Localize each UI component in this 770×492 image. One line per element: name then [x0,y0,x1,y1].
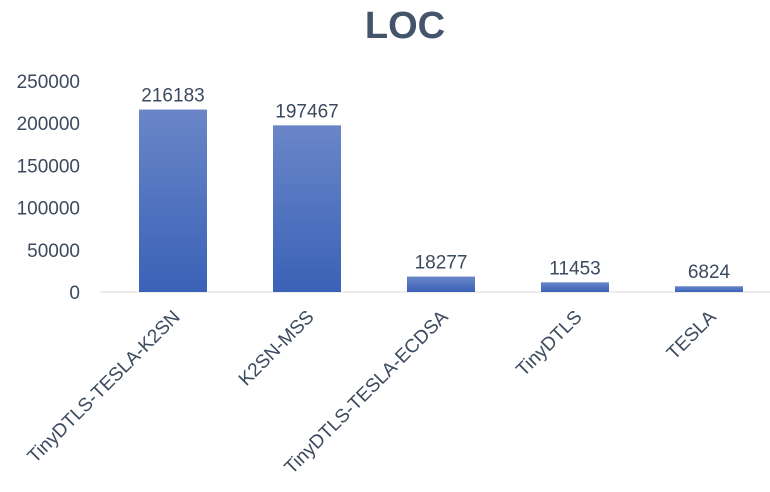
y-tick-label: 200000 [17,114,80,135]
y-tick-label: 100000 [17,199,80,220]
bar [541,282,609,292]
chart-title: LOC [365,5,445,47]
x-tick-label: K2SN-MSS [235,307,319,391]
bar [675,286,743,292]
x-axis-labels: TinyDTLS-TESLA-K2SN K2SN-MSSTinyDTLS-TESL… [24,306,721,478]
bar [407,276,475,292]
y-tick-label: 250000 [17,72,80,93]
data-label: 197467 [275,101,338,122]
x-tick-label: TinyDTLS [512,307,586,381]
data-label: 11453 [549,258,600,279]
y-tick-label: 150000 [17,156,80,177]
data-label: 216183 [141,86,204,107]
y-tick-label: 0 [69,283,80,304]
data-labels: 216183 197467 18277 11453 6824 [141,86,730,284]
data-label: 18277 [415,253,468,274]
y-tick-label: 50000 [27,241,80,262]
y-axis: 0 50000 100000 150000 200000 250000 [17,72,80,304]
x-tick-label: TESLA [663,306,721,364]
bar [139,109,207,292]
bar [273,125,341,292]
x-tick-label: TinyDTLS-TESLA-K2SN [24,307,185,468]
bars [139,109,743,292]
data-label: 6824 [688,262,731,283]
